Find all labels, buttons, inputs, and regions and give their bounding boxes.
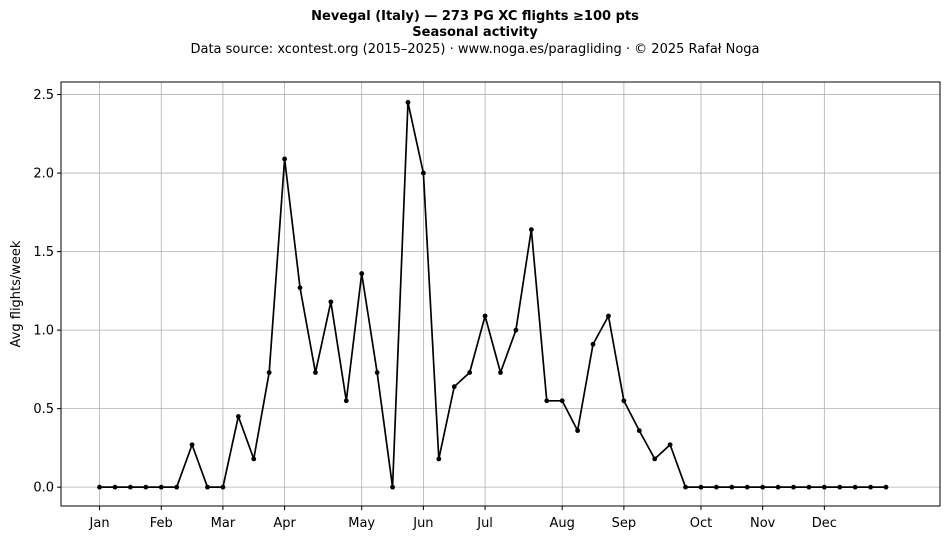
data-point bbox=[220, 484, 226, 490]
data-point bbox=[297, 285, 303, 291]
data-point bbox=[451, 384, 457, 390]
data-point bbox=[235, 414, 241, 419]
data-point bbox=[791, 484, 796, 490]
data-point bbox=[390, 484, 395, 490]
x-tick-label: Jun bbox=[412, 516, 433, 531]
data-point bbox=[251, 456, 257, 462]
x-tick-label: Mar bbox=[211, 516, 236, 531]
data-point bbox=[652, 456, 658, 462]
data-point bbox=[266, 370, 272, 375]
data-point bbox=[590, 341, 596, 347]
data-point bbox=[575, 428, 581, 434]
axis-ticks: 0.0 0.5 1.0 1.5 2.0 2.5 Jan Feb Mar Apr May Jun Jul A… bbox=[33, 88, 837, 531]
chart-subtitle: Seasonal activity bbox=[412, 25, 538, 40]
data-point bbox=[127, 484, 133, 490]
data-point bbox=[374, 370, 380, 375]
data-point bbox=[143, 484, 149, 490]
data-point bbox=[683, 484, 688, 490]
data-point bbox=[328, 299, 334, 305]
data-point bbox=[420, 170, 426, 176]
data-point bbox=[698, 484, 704, 490]
data-point bbox=[343, 398, 349, 404]
data-point bbox=[528, 227, 534, 233]
chart-source-line: Data source: xcontest.org (2015–2025) · … bbox=[190, 42, 760, 57]
x-tick-label: Jul bbox=[476, 516, 493, 531]
data-point bbox=[205, 484, 210, 490]
x-tick-label: Feb bbox=[150, 516, 173, 531]
y-tick-label: 0.0 bbox=[33, 481, 54, 496]
y-tick-label: 2.0 bbox=[33, 167, 54, 182]
data-point bbox=[713, 484, 719, 490]
data-point bbox=[775, 484, 781, 490]
y-tick-label: 1.5 bbox=[33, 245, 54, 260]
data-point bbox=[868, 484, 874, 490]
data-point bbox=[436, 456, 442, 462]
data-point bbox=[513, 327, 519, 333]
data-point bbox=[621, 398, 627, 404]
data-point bbox=[97, 484, 102, 490]
x-tick-label: Oct bbox=[690, 516, 712, 531]
data-point bbox=[636, 428, 642, 434]
data-point bbox=[760, 484, 766, 490]
data-point bbox=[112, 484, 118, 490]
x-tick-label: Sep bbox=[612, 516, 637, 531]
data-point bbox=[821, 484, 827, 490]
y-tick-label: 0.5 bbox=[33, 402, 54, 417]
data-point bbox=[482, 313, 488, 319]
y-tick-label: 1.0 bbox=[33, 324, 54, 339]
data-point bbox=[359, 271, 365, 276]
data-point bbox=[405, 100, 411, 105]
data-point bbox=[313, 370, 318, 375]
data-point bbox=[158, 484, 164, 490]
x-tick-label: Aug bbox=[549, 516, 574, 531]
data-point bbox=[467, 370, 473, 375]
plot-area-frame bbox=[60, 81, 941, 507]
x-tick-label: Apr bbox=[273, 516, 296, 531]
x-tick-label: Jan bbox=[89, 516, 110, 531]
data-point bbox=[744, 484, 750, 490]
y-tick-label: 2.5 bbox=[33, 88, 54, 103]
data-point bbox=[606, 313, 611, 319]
data-point bbox=[189, 442, 195, 448]
data-point bbox=[806, 484, 812, 490]
x-tick-label: Nov bbox=[750, 516, 776, 531]
data-point bbox=[559, 398, 565, 404]
grid bbox=[61, 82, 940, 506]
data-point bbox=[282, 156, 288, 162]
data-point bbox=[544, 398, 550, 404]
y-axis-label: Avg flights/week bbox=[9, 240, 24, 347]
chart-title: Nevegal (Italy) — 273 PG XC flights ≥100… bbox=[311, 9, 639, 24]
data-point bbox=[883, 484, 889, 490]
data-point bbox=[852, 484, 858, 490]
data-point bbox=[498, 370, 503, 375]
title-block: Nevegal (Italy) — 273 PG XC flights ≥100… bbox=[0, 9, 950, 59]
series-line bbox=[99, 101, 887, 489]
data-point bbox=[667, 442, 673, 448]
data-point bbox=[174, 484, 180, 490]
data-point bbox=[729, 484, 735, 490]
x-tick-label: Dec bbox=[812, 516, 837, 531]
data-point bbox=[837, 484, 843, 490]
x-tick-label: May bbox=[348, 516, 375, 531]
series-layer bbox=[97, 100, 889, 490]
